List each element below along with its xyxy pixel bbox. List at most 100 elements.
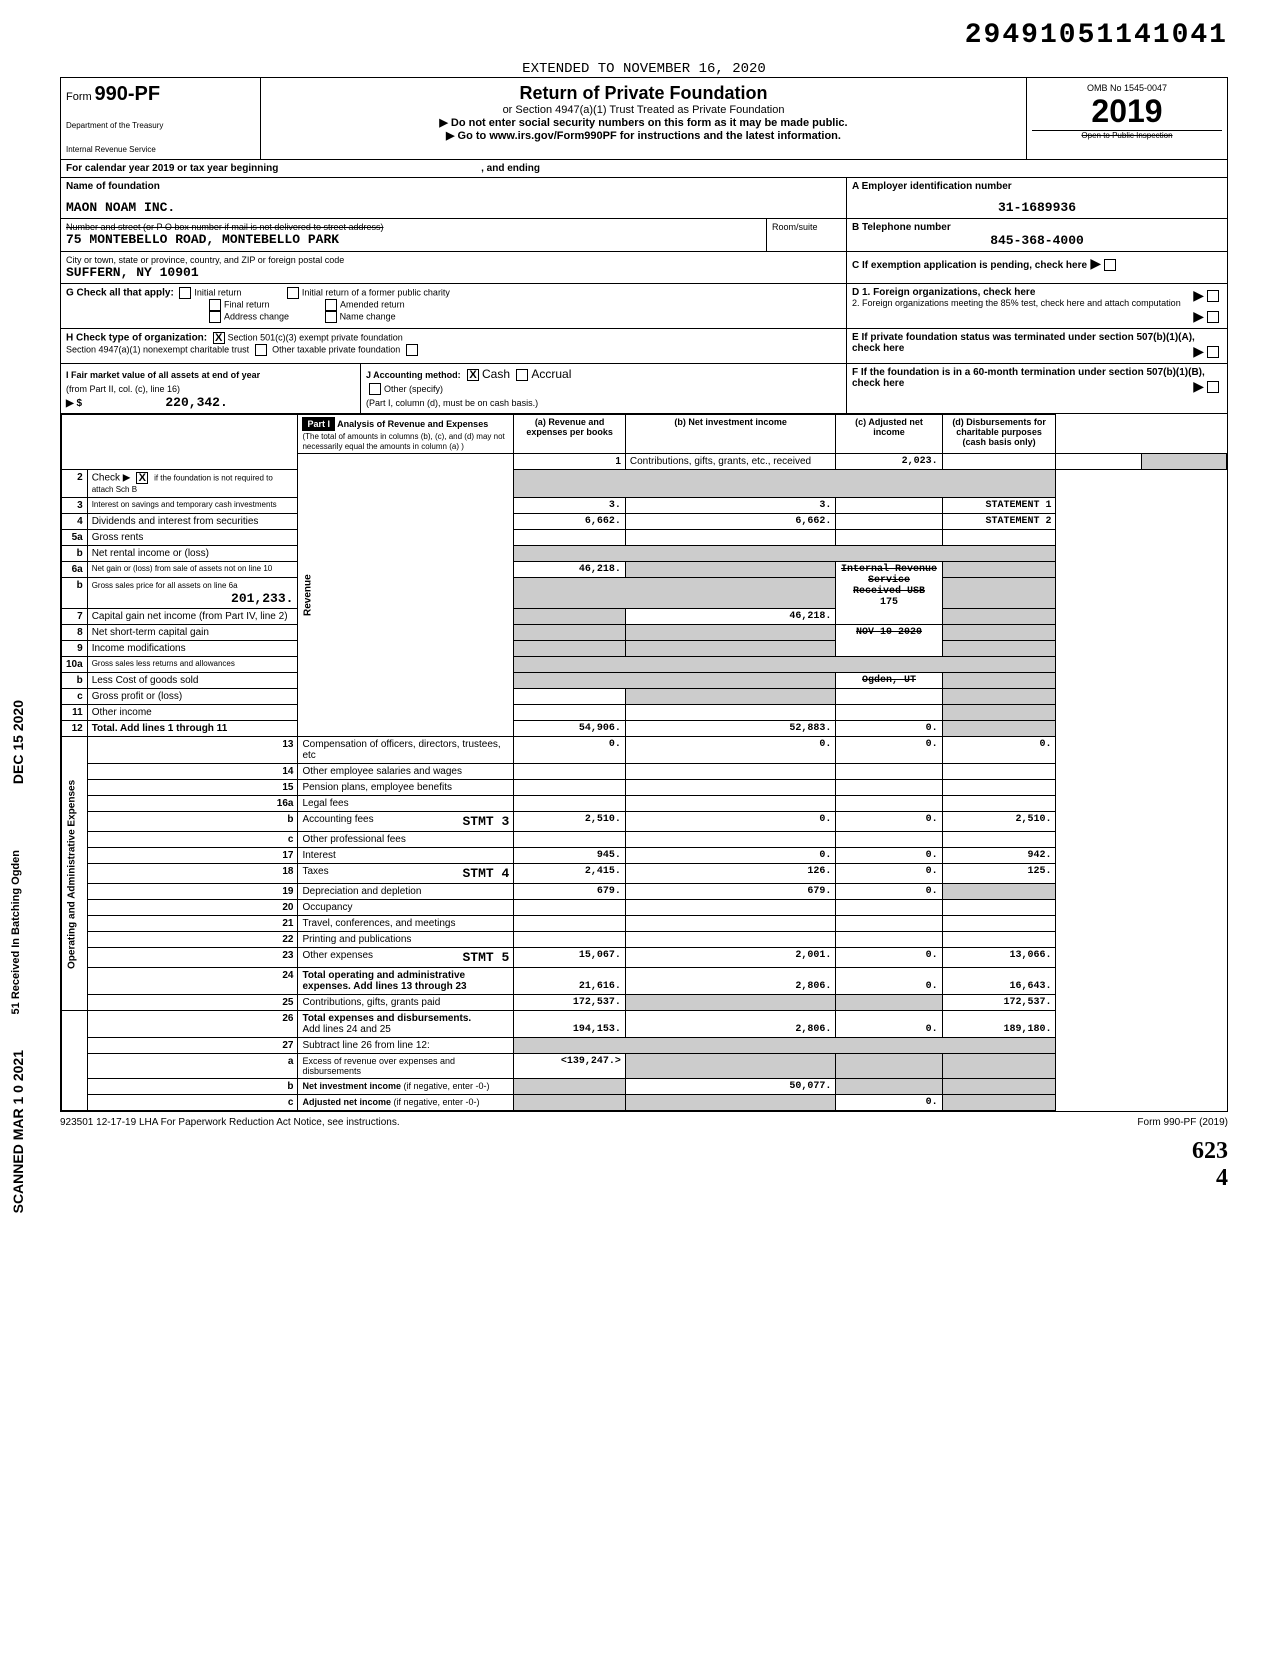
ein-label: A Employer identification number xyxy=(852,181,1222,192)
ending-label: , and ending xyxy=(481,163,540,174)
j-other: Other (specify) xyxy=(384,384,443,394)
table-row: cGross profit or (loss) xyxy=(62,689,1227,705)
irs-stamp: Internal Revenue Service Received USB 17… xyxy=(836,562,942,625)
j-cash: Cash xyxy=(482,367,510,381)
inspection-notice: Open to Public Inspection xyxy=(1032,130,1222,140)
g-final: Final return xyxy=(224,299,270,309)
g-label: G Check all that apply: xyxy=(66,287,174,298)
g-former-checkbox[interactable] xyxy=(287,287,299,299)
table-row: 18 TaxesSTMT 4 2,415.126.0.125. xyxy=(62,864,1227,884)
table-row: 19Depreciation and depletion 679.679.0. xyxy=(62,884,1227,900)
table-row: Operating and Administrative Expenses 13… xyxy=(62,737,1227,764)
f-label: F If the foundation is in a 60-month ter… xyxy=(852,367,1205,389)
table-row: 5aGross rents xyxy=(62,530,1227,546)
col-a-header: (a) Revenue and expenses per books xyxy=(514,415,626,454)
nov-stamp: NOV 10 2020 xyxy=(836,625,942,657)
g-addr-checkbox[interactable] xyxy=(209,311,221,323)
table-row: 11Other income xyxy=(62,705,1227,721)
table-row: 7Capital gain net income (from Part IV, … xyxy=(62,609,1227,625)
g-amended: Amended return xyxy=(340,299,405,309)
table-row: 10aGross sales less returns and allowanc… xyxy=(62,657,1227,673)
tel-label: B Telephone number xyxy=(852,222,1222,233)
footer: 923501 12-17-19 LHA For Paperwork Reduct… xyxy=(60,1117,1228,1128)
return-title: Return of Private Foundation xyxy=(266,83,1021,104)
table-row: bLess Cost of goods sold Ogden, UT xyxy=(62,673,1227,689)
omb-number: OMB No 1545-0047 xyxy=(1032,83,1222,93)
name-label: Name of foundation xyxy=(66,181,841,192)
l2-checkbox[interactable] xyxy=(136,472,148,484)
h-label: H Check type of organization: xyxy=(66,332,207,343)
j-accrual-checkbox[interactable] xyxy=(516,369,528,381)
g-name: Name change xyxy=(340,311,396,321)
part1-title: Analysis of Revenue and Expenses xyxy=(337,419,488,429)
h-4947-checkbox[interactable] xyxy=(255,344,267,356)
addr-label: Number and street (or P O box number if … xyxy=(66,222,761,232)
j-label: J Accounting method: xyxy=(366,370,461,380)
g-initial: Initial return xyxy=(194,287,241,297)
h-501c3-checkbox[interactable] xyxy=(213,332,225,344)
c-checkbox[interactable] xyxy=(1104,259,1116,271)
j-cash-checkbox[interactable] xyxy=(467,369,479,381)
c-label: C If exemption application is pending, c… xyxy=(852,260,1087,271)
footer-left: 923501 12-17-19 LHA For Paperwork Reduct… xyxy=(60,1117,400,1128)
irs-label: Internal Revenue Service xyxy=(66,145,255,154)
g-name-checkbox[interactable] xyxy=(325,311,337,323)
g-initial-checkbox[interactable] xyxy=(179,287,191,299)
part1-note: (The total of amounts in columns (b), (c… xyxy=(302,432,504,451)
handwrite-2: 4 xyxy=(1216,1165,1228,1191)
table-row: 25Contributions, gifts, grants paid 172,… xyxy=(62,995,1227,1011)
form-header: Form 990-PF Department of the Treasury I… xyxy=(60,77,1228,159)
table-row: 20Occupancy xyxy=(62,900,1227,916)
address-value: 75 MONTEBELLO ROAD, MONTEBELLO PARK xyxy=(66,232,761,247)
foundation-name: MAON NOAM INC. xyxy=(66,200,841,215)
table-row: 16aLegal fees xyxy=(62,796,1227,812)
footer-right: Form 990-PF (2019) xyxy=(1137,1117,1228,1128)
dept-treasury: Department of the Treasury xyxy=(66,121,255,130)
side-received: 51 Received In Batching Ogden xyxy=(10,850,22,1014)
part1-header: Part I xyxy=(302,417,335,431)
g-addr: Address change xyxy=(224,311,289,321)
room-label: Room/suite xyxy=(772,222,841,232)
table-row: cAdjusted net income (if negative, enter… xyxy=(62,1095,1227,1111)
table-row: b Gross sales price for all assets on li… xyxy=(62,578,1227,609)
tax-year: 2019 xyxy=(1032,93,1222,130)
form-prefix: Form xyxy=(66,91,92,103)
h-501c3: Section 501(c)(3) exempt private foundat… xyxy=(228,332,403,342)
table-row: 2 Check ▶ if the foundation is not requi… xyxy=(62,470,1227,498)
expenses-label: Operating and Administrative Expenses xyxy=(62,737,88,1011)
d1-label: D 1. Foreign organizations, check here xyxy=(852,287,1035,298)
d1-checkbox[interactable] xyxy=(1207,290,1219,302)
f-checkbox[interactable] xyxy=(1207,381,1219,393)
table-row: 22Printing and publications xyxy=(62,932,1227,948)
handwrite-1: 623 xyxy=(1192,1138,1228,1164)
table-row: bNet investment income (if negative, ent… xyxy=(62,1079,1227,1095)
h-4947: Section 4947(a)(1) nonexempt charitable … xyxy=(66,344,249,354)
table-row: 12Total. Add lines 1 through 11 54,906.5… xyxy=(62,721,1227,737)
table-row: 9Income modifications xyxy=(62,641,1227,657)
table-row: 3Interest on savings and temporary cash … xyxy=(62,498,1227,514)
h-other-checkbox[interactable] xyxy=(406,344,418,356)
telephone-value: 845-368-4000 xyxy=(852,233,1222,248)
j-accrual: Accrual xyxy=(531,367,571,381)
g-final-checkbox[interactable] xyxy=(209,299,221,311)
table-row: 8Net short-term capital gain NOV 10 2020 xyxy=(62,625,1227,641)
h-other: Other taxable private foundation xyxy=(272,344,400,354)
col-c-header: (c) Adjusted net income xyxy=(836,415,942,454)
city-value: SUFFERN, NY 10901 xyxy=(66,265,841,280)
city-label: City or town, state or province, country… xyxy=(66,255,841,265)
e-label: E If private foundation status was termi… xyxy=(852,332,1195,354)
dollar-sign: ▶ $ xyxy=(66,398,82,409)
analysis-table: Part I Analysis of Revenue and Expenses … xyxy=(61,414,1227,1111)
e-checkbox[interactable] xyxy=(1207,346,1219,358)
d2-checkbox[interactable] xyxy=(1207,311,1219,323)
d2-label: 2. Foreign organizations meeting the 85%… xyxy=(852,298,1181,308)
g-amended-checkbox[interactable] xyxy=(325,299,337,311)
table-row: 23 Other expensesSTMT 5 15,067.2,001.0.1… xyxy=(62,948,1227,968)
j-other-checkbox[interactable] xyxy=(369,383,381,395)
j-note: (Part I, column (d), must be on cash bas… xyxy=(366,398,538,408)
revenue-label: Revenue xyxy=(298,454,514,737)
col-b-header: (b) Net investment income xyxy=(625,415,835,454)
table-row: 4Dividends and interest from securities … xyxy=(62,514,1227,530)
side-date: DEC 15 2020 xyxy=(10,700,26,784)
i-amount: 220,342. xyxy=(165,395,227,410)
